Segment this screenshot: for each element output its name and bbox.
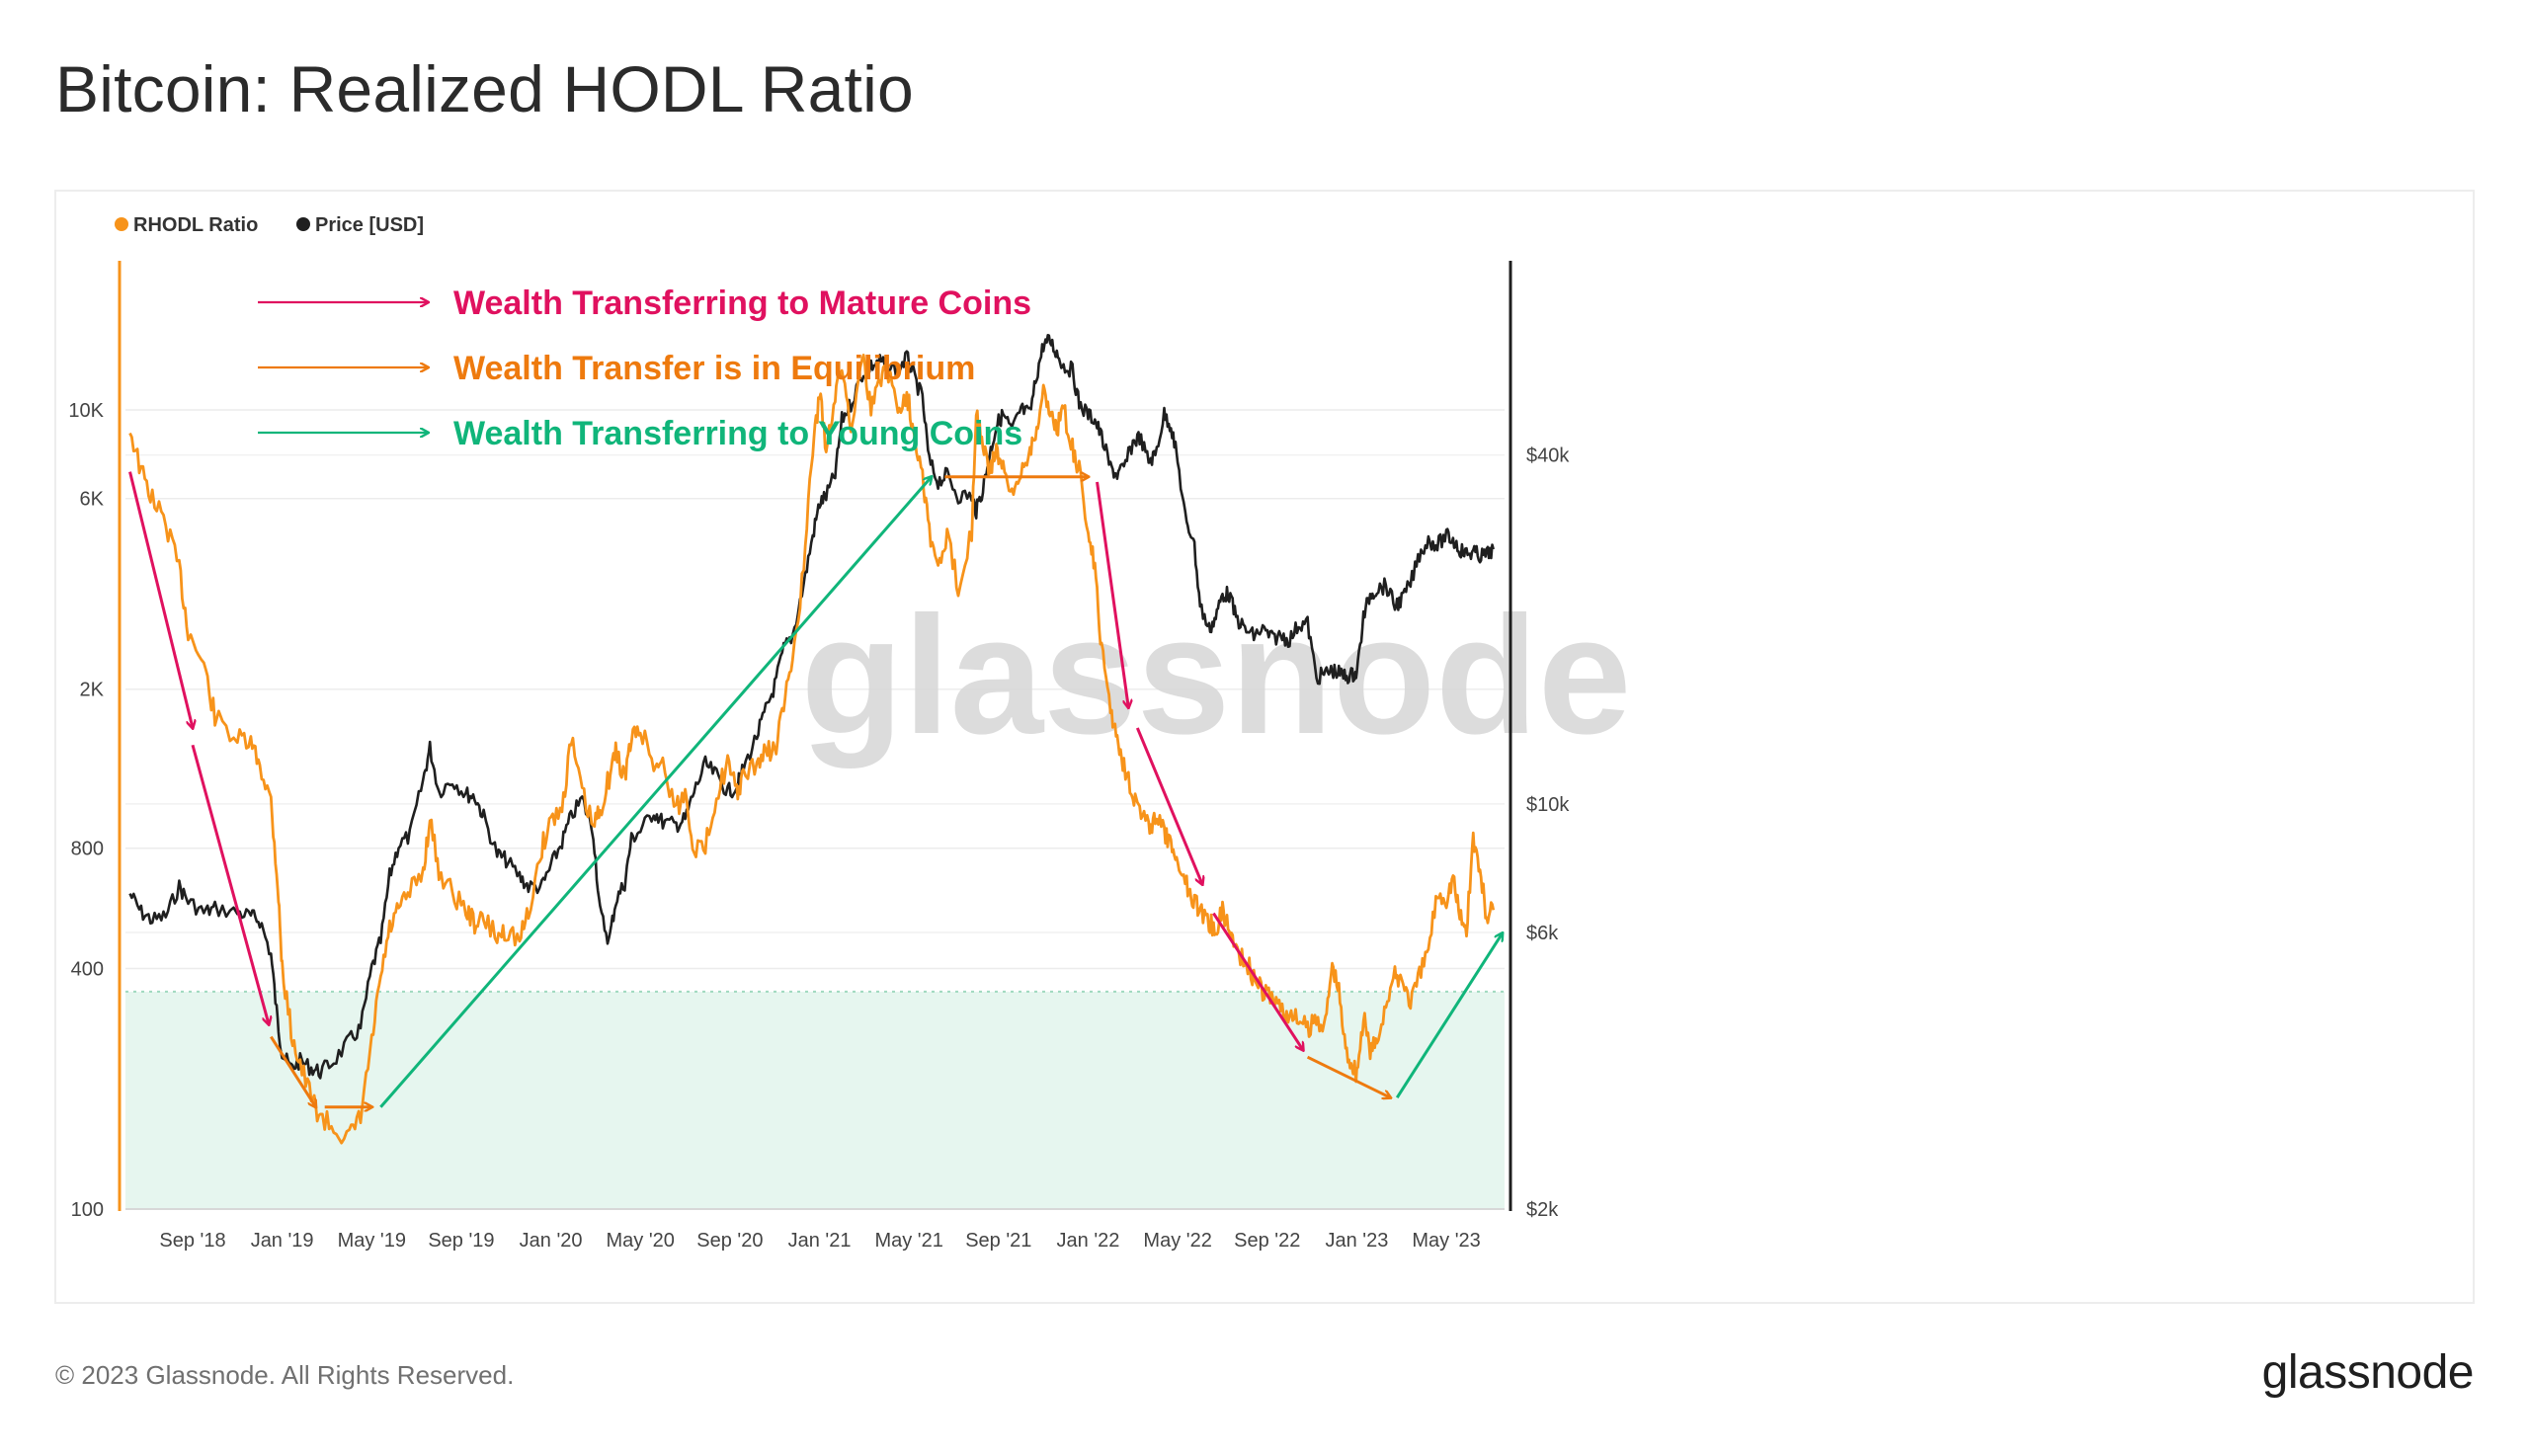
legend-dot-0 <box>115 217 128 231</box>
glassnode-logo: glassnode <box>2261 1346 2475 1399</box>
trend-arrow-8 <box>1212 912 1303 1051</box>
x-tick-3: Sep '19 <box>428 1230 494 1252</box>
rhodl-line <box>128 354 1496 1145</box>
trend-arrow-1 <box>191 744 269 1024</box>
legend: RHODL Ratio Price [USD] <box>115 214 424 236</box>
x-tick-4: Jan '20 <box>520 1230 583 1252</box>
x-tick-11: May '22 <box>1143 1230 1211 1252</box>
trend-arrow-0 <box>128 471 193 728</box>
annot-label-1: Wealth Transfer is in Equilibrium <box>453 350 975 387</box>
band-layer <box>125 990 1505 1209</box>
trend-arrow-4 <box>379 477 931 1108</box>
right-tick-0: $2k <box>1526 1199 1559 1221</box>
legend-label-0: RHODL Ratio <box>133 214 258 236</box>
left-tick-5: 10K <box>68 400 104 422</box>
left-tick-3: 2K <box>80 680 105 701</box>
series-layer <box>128 334 1496 1145</box>
x-tick-6: Sep '20 <box>696 1230 763 1252</box>
legend-dot-1 <box>296 217 310 231</box>
chart-frame: RHODL Ratio Price [USD] glassnode 100 400 8… <box>54 190 2475 1304</box>
trend-arrow-2 <box>270 1035 315 1107</box>
x-tick-8: May '21 <box>874 1230 942 1252</box>
price-line <box>128 334 1495 1080</box>
x-tick-0: Sep '18 <box>159 1230 225 1252</box>
x-tick-12: Sep '22 <box>1234 1230 1300 1252</box>
arrow-layer <box>128 471 1503 1108</box>
page-title: Bitcoin: Realized HODL Ratio <box>55 52 914 125</box>
right-tick-2: $10k <box>1526 794 1570 816</box>
x-tick-5: May '20 <box>607 1230 675 1252</box>
left-tick-4: 6K <box>80 489 105 511</box>
trend-arrow-9 <box>1306 1055 1391 1097</box>
annot-label-2: Wealth Transferring to Young Coins <box>453 415 1022 452</box>
legend-label-1: Price [USD] <box>315 214 424 236</box>
left-tick-1: 400 <box>71 958 104 980</box>
x-tick-9: Sep '21 <box>965 1230 1031 1252</box>
right-tick-3: $40k <box>1526 445 1570 467</box>
trend-arrow-6 <box>1096 481 1129 707</box>
annot-layer: Wealth Transferring to Mature Coins Wealt… <box>258 284 1031 452</box>
trend-arrow-10 <box>1395 933 1503 1099</box>
x-tick-10: Jan '22 <box>1057 1230 1120 1252</box>
copyright-text: © 2023 Glassnode. All Rights Reserved. <box>55 1360 515 1390</box>
green-band <box>125 991 1505 1209</box>
trend-arrow-7 <box>1135 727 1202 884</box>
right-tick-1: $6k <box>1526 923 1559 944</box>
annot-label-0: Wealth Transferring to Mature Coins <box>453 284 1031 322</box>
left-tick-2: 800 <box>71 839 104 860</box>
left-tick-0: 100 <box>71 1199 104 1221</box>
chart-svg: RHODL Ratio Price [USD] glassnode 1004008… <box>68 214 1631 1252</box>
x-tick-2: May '19 <box>338 1230 406 1252</box>
x-tick-14: May '23 <box>1412 1230 1480 1252</box>
x-tick-13: Jan '23 <box>1325 1230 1388 1252</box>
axis-layer: 100 400 800 2K 6K 10K $2k $6k $10k $40k Sep '18 Jan… <box>68 261 1570 1252</box>
x-tick-1: Jan '19 <box>251 1230 314 1252</box>
x-tick-7: Jan '21 <box>788 1230 852 1252</box>
